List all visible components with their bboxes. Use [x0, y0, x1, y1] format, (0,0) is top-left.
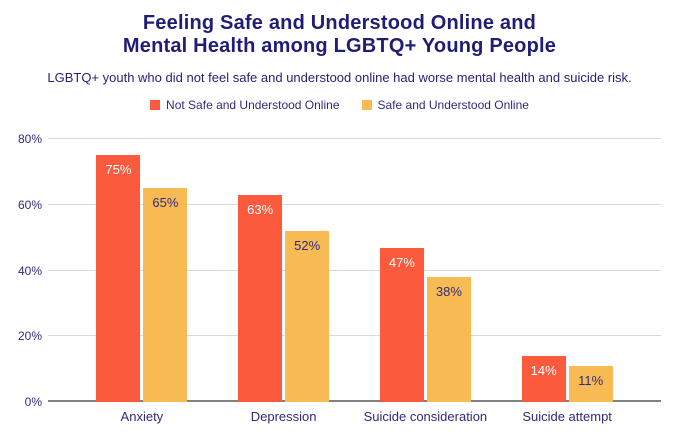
gridline: [48, 203, 661, 205]
gridline: [48, 138, 661, 139]
y-axis-tick-label: 60%: [17, 197, 42, 212]
bar-value-label: 38%: [435, 284, 462, 300]
gridline: [48, 269, 661, 271]
bar-safe-suicide-consideration: 38%: [426, 277, 471, 402]
y-axis-tick-label: 0%: [24, 395, 42, 409]
bar-value-label: 14%: [530, 362, 557, 378]
bar-not-safe-suicide-consideration: 47%: [379, 247, 424, 402]
x-axis-category-label: Depression: [250, 409, 317, 424]
bar-groups: 75% 65% 63% 52% 47% 38% 14% 11%: [48, 139, 661, 402]
legend-label-safe: Safe and Understood Online: [377, 98, 529, 112]
gridline: [48, 335, 661, 337]
bar-not-safe-anxiety: 75%: [96, 155, 141, 402]
bar-group-depression: 63% 52%: [213, 139, 355, 402]
bar-group-suicide-consideration: 47% 38%: [355, 139, 497, 402]
bar-value-label: 65%: [152, 195, 179, 211]
bar-value-label: 47%: [388, 254, 415, 270]
plot-area: 75% 65% 63% 52% 47% 38% 14% 11%: [48, 138, 661, 402]
bar-safe-depression: 52%: [285, 231, 330, 402]
y-axis-tick-label: 40%: [17, 263, 42, 278]
bar-safe-suicide-attempt: 11%: [568, 365, 613, 402]
bar-value-label: 63%: [247, 201, 274, 217]
bar-group-suicide-attempt: 14% 11%: [496, 139, 638, 402]
x-axis-category-label: Suicide attempt: [522, 409, 612, 424]
x-axis-category-label: Suicide consideration: [363, 409, 488, 424]
bar-not-safe-depression: 63%: [238, 194, 283, 402]
bar-value-label: 52%: [294, 238, 321, 254]
x-axis-baseline: [48, 400, 661, 402]
bar-value-label: 11%: [578, 372, 604, 388]
chart-title: Feeling Safe and Understood Online and M…: [0, 12, 679, 58]
x-axis-labels: Anxiety Depression Suicide consideration Su…: [48, 409, 661, 424]
chart-title-line1: Feeling Safe and Understood Online and: [142, 12, 537, 34]
y-axis-tick-label: 20%: [17, 329, 42, 344]
bar-group-anxiety: 75% 65%: [71, 139, 213, 402]
y-axis: 0% 20% 40% 60% 80%: [0, 132, 42, 409]
legend-swatch-not-safe-icon: [150, 100, 161, 110]
bar-value-label: 75%: [105, 162, 132, 178]
legend-item-not-safe: Not Safe and Understood Online: [150, 98, 340, 112]
chart-subtitle: LGBTQ+ youth who did not feel safe and u…: [47, 70, 632, 85]
bar-not-safe-suicide-attempt: 14%: [521, 355, 566, 402]
x-axis-category-label: Anxiety: [120, 409, 164, 424]
legend-item-safe: Safe and Understood Online: [361, 98, 529, 112]
bar-safe-anxiety: 65%: [143, 188, 188, 402]
legend-swatch-safe-icon: [361, 100, 372, 110]
legend-label-not-safe: Not Safe and Understood Online: [166, 98, 340, 112]
chart-legend: Not Safe and Understood Online Safe and …: [0, 98, 679, 112]
chart-title-line2: Mental Health among LGBTQ+ Young People: [122, 35, 557, 57]
y-axis-tick-label: 80%: [17, 132, 42, 146]
